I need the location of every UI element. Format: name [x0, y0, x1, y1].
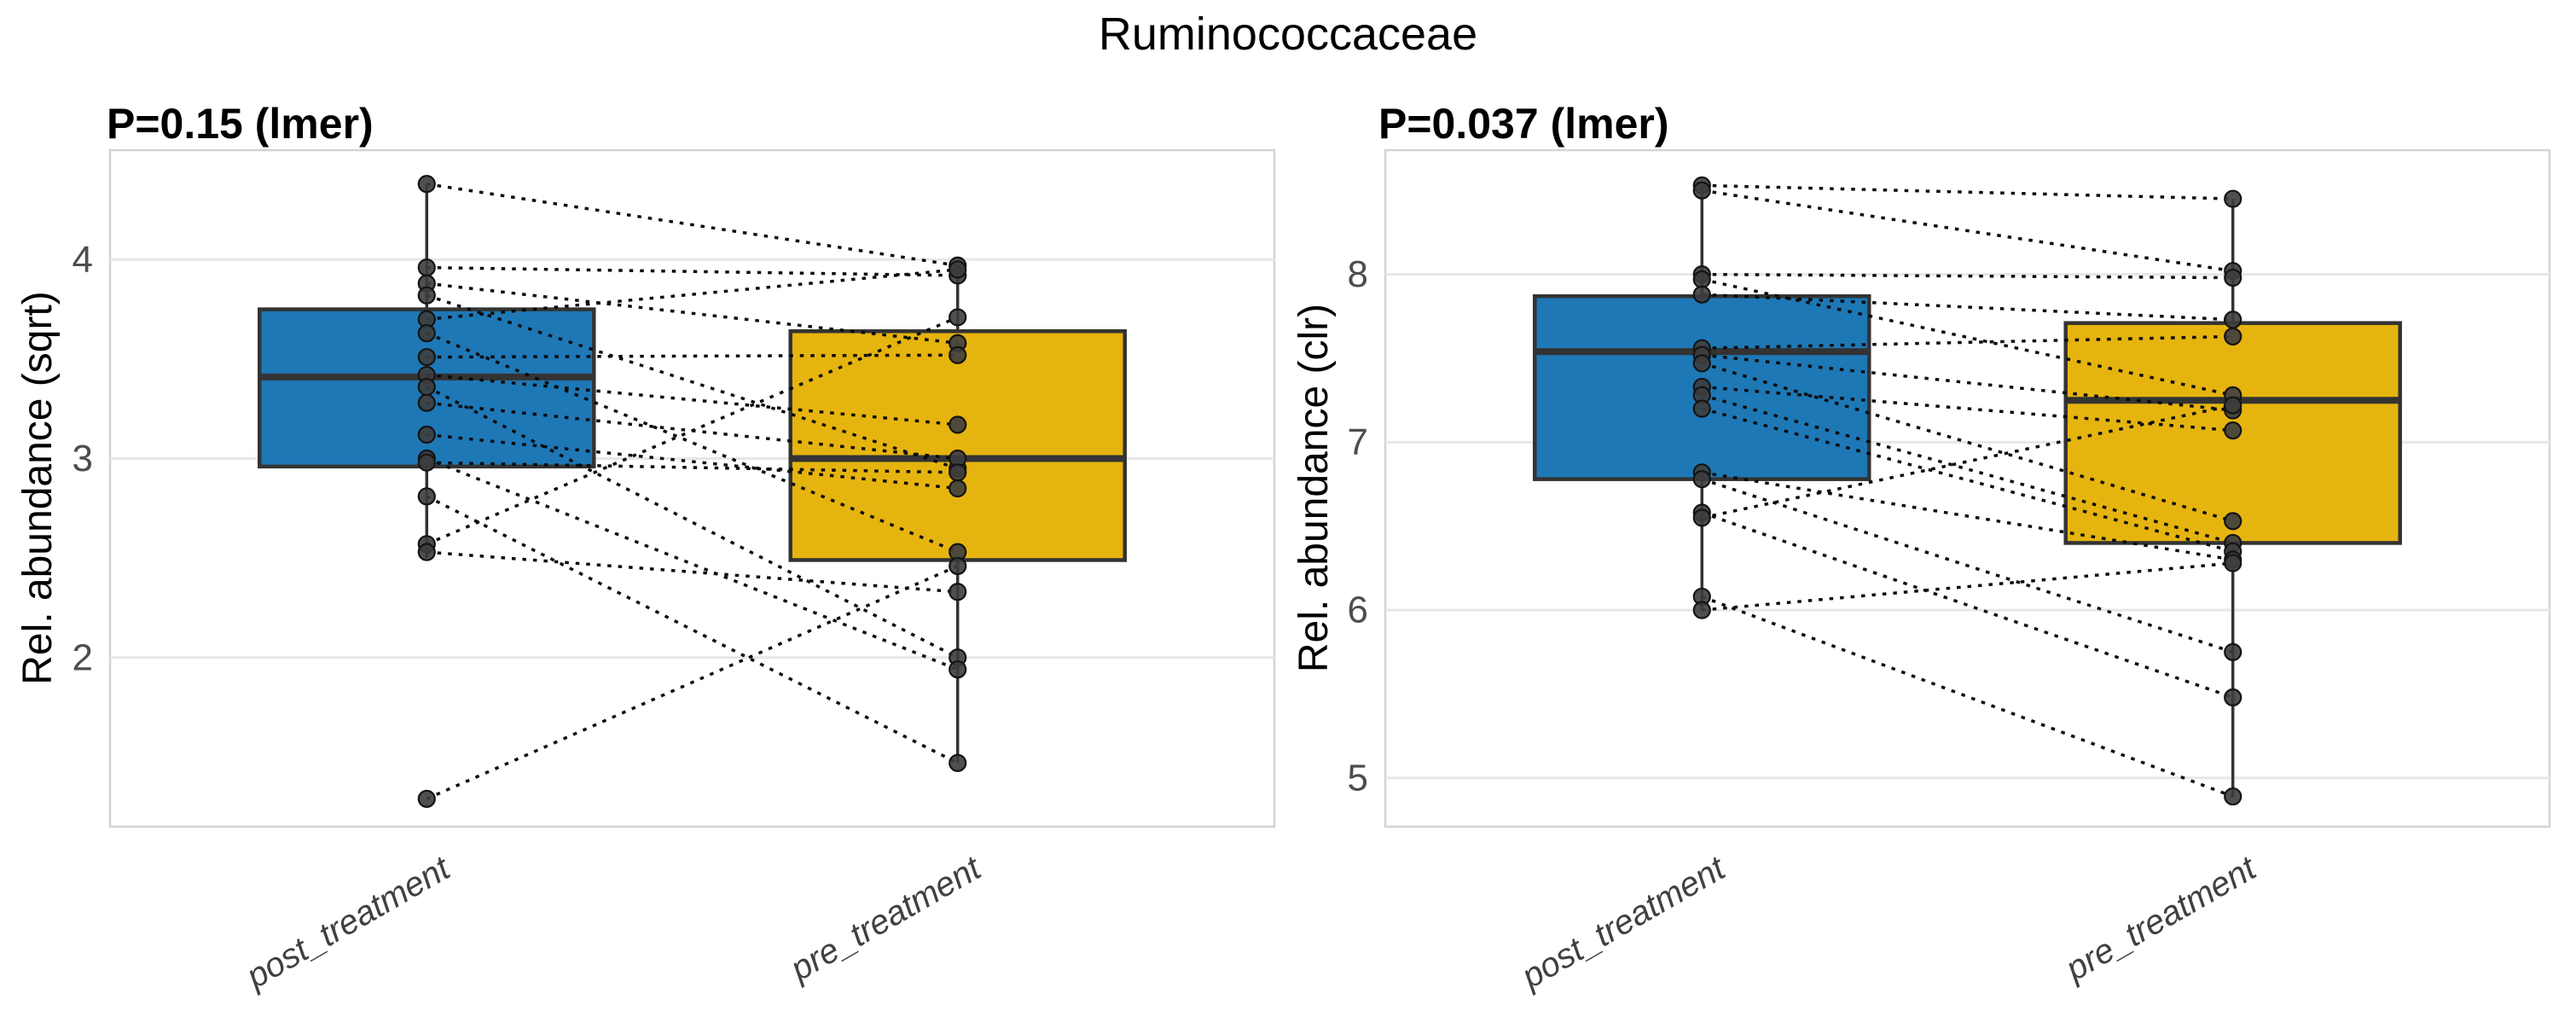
panel-p-value-label-right: P=0.037 (lmer)	[1378, 100, 1668, 148]
pair-line	[426, 461, 958, 474]
data-point	[417, 258, 436, 277]
data-point	[417, 347, 436, 367]
data-point	[417, 286, 436, 305]
data-point	[949, 346, 967, 364]
pair-line	[1702, 293, 2233, 322]
data-point	[417, 377, 436, 397]
data-point	[1692, 601, 1711, 619]
data-point	[949, 260, 967, 279]
data-point	[2224, 268, 2242, 287]
pair-line	[1702, 561, 2233, 612]
data-point	[1692, 285, 1711, 304]
data-point	[2224, 512, 2242, 531]
data-point	[417, 789, 436, 808]
data-point	[417, 543, 436, 561]
data-point	[1692, 470, 1711, 489]
y-tick-label: 6	[1348, 590, 1368, 631]
pair-line	[426, 293, 959, 470]
pair-line	[1702, 272, 2233, 280]
data-point	[2224, 396, 2242, 415]
y-tick-label: 5	[1348, 757, 1368, 799]
data-point	[2224, 311, 2242, 329]
data-point	[417, 175, 436, 194]
data-point	[417, 323, 436, 343]
data-point	[1692, 399, 1711, 418]
pair-line	[1702, 189, 2233, 273]
data-point	[1692, 508, 1711, 527]
data-point	[1692, 270, 1711, 289]
data-point	[2224, 421, 2242, 440]
x-tick-label-post_treatment: post_treatment	[1515, 849, 1733, 996]
data-point	[949, 479, 967, 498]
data-point	[417, 453, 436, 472]
pair-line	[426, 564, 959, 800]
data-point	[417, 425, 436, 444]
pair-line	[1701, 478, 2234, 654]
data-point	[417, 487, 436, 506]
data-point	[949, 308, 967, 327]
pair-line	[426, 373, 958, 427]
pair-line	[426, 385, 959, 659]
pair-lines-layer	[1701, 183, 2234, 799]
data-point	[949, 753, 967, 772]
data-point	[2224, 554, 2242, 572]
data-point	[2224, 327, 2242, 346]
pair-line	[426, 282, 958, 345]
panel-p-value-label-left: P=0.15 (lmer)	[107, 100, 374, 148]
y-tick-label: 2	[73, 636, 93, 678]
pair-line	[1702, 334, 2233, 350]
pair-line	[1701, 471, 2234, 561]
figure-title: Ruminococcaceae	[1099, 9, 1477, 60]
pair-line	[426, 316, 959, 546]
data-point	[2224, 642, 2242, 661]
y-axis-label-left: Rel. abundance (sqrt)	[15, 291, 61, 685]
points-layer	[1692, 176, 2242, 806]
pair-line	[1702, 385, 2233, 433]
pair-line	[1701, 595, 2234, 799]
x-tick-label-post_treatment: post_treatment	[240, 849, 458, 996]
points-layer	[417, 175, 967, 808]
panel-1: 8 7 6 5 post_treatment pre_treatment	[1348, 148, 2551, 996]
pair-line	[426, 433, 958, 491]
pair-line	[426, 182, 958, 268]
panels-layer: 4 3 2 post_treatment pre_treatment 8 7 6 5 post_t…	[73, 148, 2551, 996]
data-point	[1692, 181, 1711, 200]
pair-line	[426, 495, 959, 764]
data-point	[949, 660, 967, 679]
y-tick-label: 3	[73, 438, 93, 479]
pair-line	[1701, 362, 2234, 523]
data-point	[417, 393, 436, 412]
pair-line	[1702, 353, 2233, 412]
y-axis-label-right: Rel. abundance (clr)	[1291, 304, 1337, 672]
data-point	[1692, 354, 1711, 373]
panel-0: 4 3 2 post_treatment pre_treatment	[73, 148, 1276, 996]
data-point	[2224, 688, 2242, 707]
data-point	[949, 583, 967, 601]
pair-line	[1701, 393, 2234, 545]
y-tick-label: 4	[73, 239, 93, 281]
box-pre_treatment	[788, 328, 1127, 562]
pair-line	[426, 268, 958, 321]
data-point	[2224, 787, 2242, 806]
pair-line	[426, 550, 958, 594]
pair-line	[426, 265, 958, 277]
y-tick-label: 8	[1348, 253, 1368, 295]
data-point	[949, 415, 967, 434]
x-tick-label-pre_treatment: pre_treatment	[784, 849, 989, 989]
data-point	[949, 556, 967, 576]
x-tick-label-pre_treatment: pre_treatment	[2059, 849, 2264, 989]
pair-line	[426, 353, 958, 359]
pair-lines-layer	[426, 182, 959, 800]
y-tick-label: 7	[1348, 421, 1368, 463]
pair-line	[1702, 183, 2233, 200]
data-point	[949, 463, 967, 482]
data-point	[2224, 189, 2242, 208]
